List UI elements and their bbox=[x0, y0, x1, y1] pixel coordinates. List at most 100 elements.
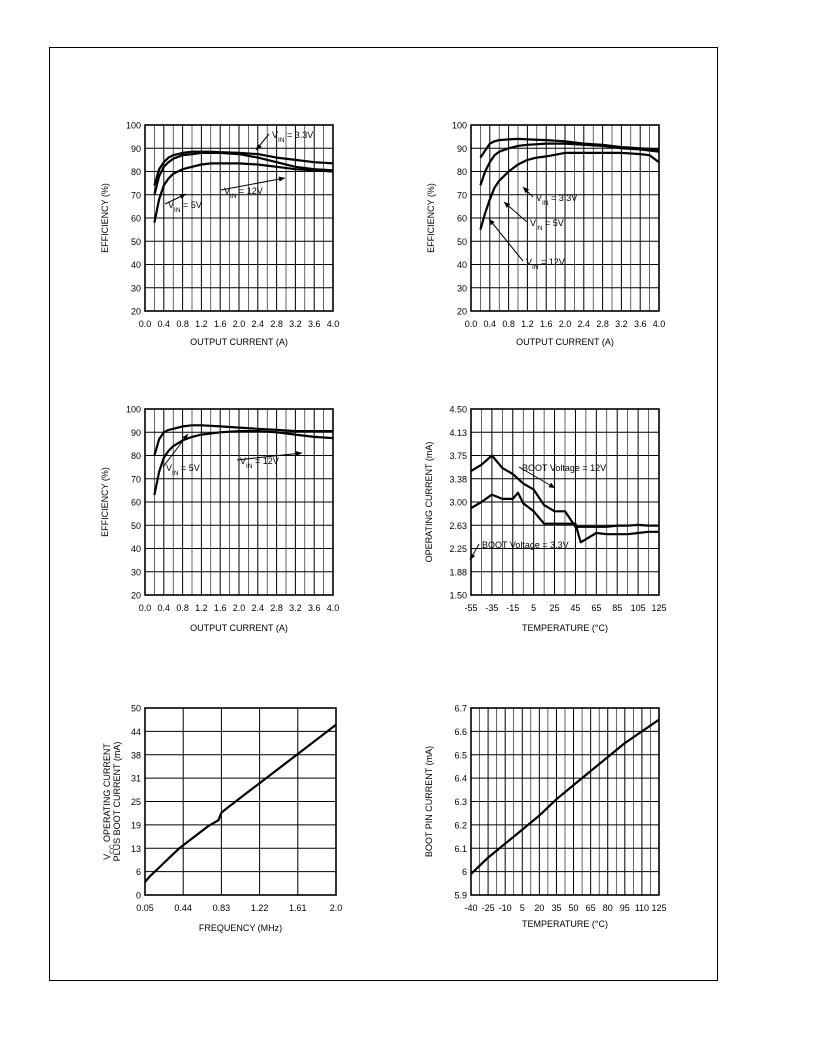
y-tick-label: 50 bbox=[457, 237, 467, 247]
x-tick-label: 0.0 bbox=[465, 319, 478, 329]
x-tick-label: 2.0 bbox=[559, 319, 572, 329]
y-tick-label: 0 bbox=[136, 891, 141, 901]
leader-arrowhead bbox=[489, 219, 495, 226]
y-tick-label: 1.88 bbox=[449, 567, 467, 577]
x-tick-label: 0.8 bbox=[176, 603, 189, 613]
series-line bbox=[153, 424, 333, 456]
series-line bbox=[470, 454, 659, 528]
y-tick-label: 1.50 bbox=[449, 591, 467, 601]
y-axis-label-text: PLUS BOOT CURRENT (mA) bbox=[112, 742, 122, 862]
y-tick-label: 60 bbox=[131, 214, 141, 224]
y-tick-label: 20 bbox=[457, 307, 467, 317]
x-tick-label: 2.4 bbox=[252, 603, 265, 613]
y-tick-label: 50 bbox=[131, 521, 141, 531]
x-tick-label: 105 bbox=[631, 603, 646, 613]
x-tick-label: 95 bbox=[620, 903, 630, 913]
x-tick-label: 125 bbox=[651, 903, 666, 913]
x-tick-label: 4.0 bbox=[327, 319, 340, 329]
y-tick-label: 80 bbox=[131, 167, 141, 177]
y-tick-label: 2.25 bbox=[449, 544, 467, 554]
leader-line bbox=[488, 218, 524, 262]
x-tick-label: 20 bbox=[534, 903, 544, 913]
leader-line bbox=[518, 466, 556, 489]
y-tick-label: 40 bbox=[131, 544, 141, 554]
chart-3: 0.0 0.4 0.8 1.2 1.6 2.0 2.4 2.8 3.2 3.6 4.0 20 30 40 5… bbox=[100, 405, 339, 634]
y-axis-label-line: PLUS BOOT CURRENT (mA) bbox=[112, 742, 122, 862]
x-tick-label: 0.05 bbox=[136, 903, 154, 913]
leader-arrowhead bbox=[295, 451, 302, 457]
x-tick-label: -10 bbox=[499, 903, 512, 913]
x-tick-label: 5 bbox=[531, 603, 536, 613]
y-tick-label: 80 bbox=[457, 167, 467, 177]
x-tick-label: 1.6 bbox=[540, 319, 553, 329]
y-tick-label: 3.75 bbox=[449, 451, 467, 461]
x-tick-label: 1.2 bbox=[195, 319, 208, 329]
page-frame bbox=[49, 47, 718, 981]
y-tick-label: 25 bbox=[131, 797, 141, 807]
y-tick-label: 100 bbox=[126, 405, 141, 415]
x-tick-label: -25 bbox=[482, 903, 495, 913]
leader-arrowhead bbox=[504, 202, 511, 208]
x-tick-label: 0.8 bbox=[502, 319, 515, 329]
series-label: BOOT Voltage = 3.3V bbox=[482, 540, 569, 550]
y-tick-label: 80 bbox=[131, 451, 141, 461]
y-tick-label: 30 bbox=[131, 283, 141, 293]
y-tick-label: 5.9 bbox=[454, 891, 467, 901]
plot-area bbox=[470, 124, 660, 312]
x-tick-label: 5 bbox=[520, 903, 525, 913]
y-axis-label: EFFICIENCY (%) bbox=[100, 183, 110, 253]
x-tick-label: 1.6 bbox=[214, 603, 227, 613]
x-tick-label: 2.8 bbox=[270, 603, 283, 613]
chart-4: -55 -35 -15 5 25 45 65 85 105 125 1.50 1.88 2.25 2.63… bbox=[424, 405, 667, 634]
y-tick-label: 6 bbox=[136, 867, 141, 877]
y-tick-label: 6.7 bbox=[454, 704, 467, 714]
y-tick-label: 60 bbox=[131, 498, 141, 508]
x-tick-label: -55 bbox=[464, 603, 477, 613]
series-line bbox=[470, 491, 659, 544]
y-tick-label: 20 bbox=[131, 307, 141, 317]
y-tick-label: 50 bbox=[131, 704, 141, 714]
x-tick-label: 1.6 bbox=[214, 319, 227, 329]
leader-arrowhead bbox=[256, 143, 262, 150]
leader-arrowhead bbox=[523, 187, 530, 194]
y-tick-label: 6.6 bbox=[454, 727, 467, 737]
leader-arrowhead bbox=[179, 194, 186, 199]
series-line bbox=[470, 718, 660, 875]
x-tick-label: -35 bbox=[485, 603, 498, 613]
x-tick-label: 3.6 bbox=[308, 319, 321, 329]
x-axis-label: OUTPUT CURRENT (A) bbox=[190, 623, 288, 633]
leader-line bbox=[236, 452, 303, 461]
y-tick-label: 90 bbox=[131, 144, 141, 154]
plot-area bbox=[470, 707, 660, 896]
y-tick-label: 6.4 bbox=[454, 774, 467, 784]
x-tick-label: 4.0 bbox=[653, 319, 666, 329]
y-tick-label: 30 bbox=[131, 567, 141, 577]
x-tick-label: 3.2 bbox=[615, 319, 628, 329]
y-tick-label: 6.3 bbox=[454, 797, 467, 807]
series-label: VIN = 5V bbox=[168, 200, 202, 214]
plot-area bbox=[144, 707, 337, 896]
x-tick-label: 65 bbox=[591, 603, 601, 613]
series-label: VIN = 3.3V bbox=[536, 193, 577, 207]
x-tick-label: 2.8 bbox=[596, 319, 609, 329]
plot-area bbox=[144, 124, 334, 312]
series-label: VIN = 12V bbox=[526, 257, 565, 271]
plot-area bbox=[470, 408, 660, 596]
y-axis-label: EFFICIENCY (%) bbox=[426, 183, 436, 253]
y-tick-label: 70 bbox=[131, 190, 141, 200]
x-tick-label: 2.4 bbox=[252, 319, 265, 329]
y-tick-label: 44 bbox=[131, 727, 141, 737]
x-tick-label: 4.0 bbox=[327, 603, 340, 613]
leader-line bbox=[220, 177, 286, 191]
series-line bbox=[153, 162, 334, 223]
y-tick-label: 40 bbox=[131, 260, 141, 270]
chart-1: 0.0 0.4 0.8 1.2 1.6 2.0 2.4 2.8 3.2 3.6 4.0 20 30 40 5… bbox=[100, 121, 339, 348]
x-axis-label: OUTPUT CURRENT (A) bbox=[516, 337, 614, 347]
y-tick-label: 90 bbox=[457, 144, 467, 154]
y-axis-label: EFFICIENCY (%) bbox=[100, 467, 110, 537]
y-axis-label-line: VCC OPERATING CURRENT bbox=[102, 743, 116, 860]
leader-arrowhead bbox=[470, 553, 476, 560]
y-axis-label: OPERATING CURRENT (mA) bbox=[424, 442, 434, 563]
x-axis-label: FREQUENCY (MHz) bbox=[199, 923, 282, 933]
